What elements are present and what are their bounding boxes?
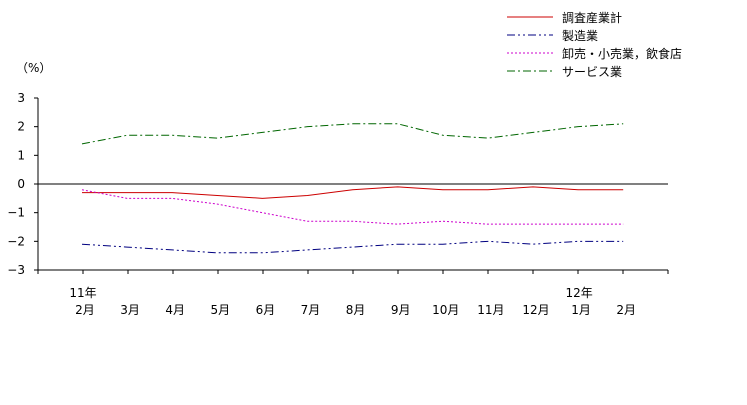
x-tick-label: 11月	[477, 303, 504, 317]
x-axis: 2月 3月 4月 5月 6月 7月 8月 9月 10月 11月 12月 1月 2月 11年 12年	[37, 270, 669, 317]
x-tick-label: 3月	[120, 303, 140, 317]
x-tick-label: 2月	[75, 303, 95, 317]
y-tick-label: −2	[7, 234, 25, 248]
year-label: 11年	[69, 286, 96, 300]
x-tick-label: 5月	[210, 303, 230, 317]
series-line-2	[81, 240, 624, 254]
y-tick-label: 3	[17, 91, 25, 105]
x-tick-label: 7月	[301, 303, 321, 317]
x-tick-label: 4月	[165, 303, 185, 317]
year-label: 12年	[565, 286, 592, 300]
x-tick-label: 8月	[346, 303, 366, 317]
x-tick-label: 1月	[571, 303, 591, 317]
legend-label: 調査産業計	[562, 10, 622, 25]
x-tick-label: 2月	[616, 303, 636, 317]
series-lines	[81, 123, 624, 254]
y-axis: 3 2 1 0 −1 −2 −3	[7, 91, 38, 277]
x-tick-label: 9月	[391, 303, 411, 317]
series-line-4	[81, 123, 624, 145]
y-tick-label: 2	[17, 120, 25, 134]
x-tick-label: 10月	[432, 303, 459, 317]
y-tick-label: 0	[17, 177, 25, 191]
x-tick-label: 12月	[522, 303, 549, 317]
x-tick-label: 6月	[256, 303, 276, 317]
y-tick-label: −3	[7, 263, 25, 277]
unit-label: （%）	[16, 61, 51, 75]
series-line-1	[82, 186, 624, 199]
legend-label: サービス業	[562, 65, 622, 79]
legend-label: 卸売・小売業，飲食店	[562, 46, 682, 61]
series-line-3	[81, 189, 624, 225]
y-tick-label: 1	[17, 148, 25, 162]
y-tick-label: −1	[7, 206, 25, 220]
legend-label: 製造業	[562, 29, 598, 43]
